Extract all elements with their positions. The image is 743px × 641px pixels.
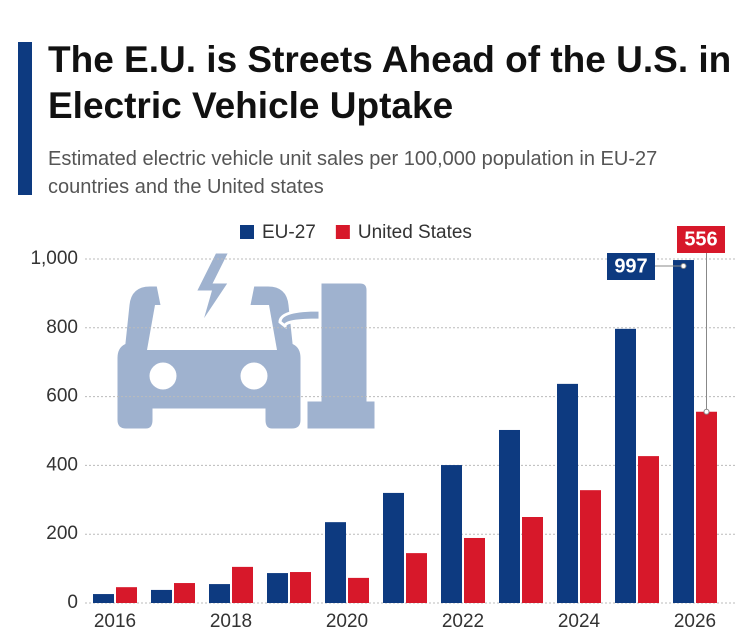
bar [580,490,601,603]
bar [232,566,253,603]
value-label: 997 [614,255,647,277]
value-label: 556 [684,228,717,250]
bar [209,584,230,603]
bar [499,429,520,603]
legend-swatch [240,225,254,239]
bar [116,587,137,603]
x-tick-label: 2018 [210,611,252,632]
x-tick-label: 2024 [558,611,601,632]
bar [522,517,543,603]
legend-label: EU-27 [262,222,316,243]
y-tick-label: 200 [46,523,78,544]
legend-label: United States [358,222,472,243]
bar [383,492,404,603]
bar [151,589,172,603]
bar [93,594,114,603]
bar [615,328,636,603]
x-tick-label: 2020 [326,611,368,632]
label-dot [680,263,687,270]
bar [174,583,195,603]
bar [441,465,462,603]
bar [696,411,717,603]
y-tick-label: 1,000 [30,248,78,269]
legend-swatch [335,225,350,239]
x-tick-label: 2022 [442,611,484,632]
bar [464,537,485,603]
y-tick-label: 800 [46,317,78,338]
bar [557,383,578,603]
bar [267,573,288,603]
bar [673,260,694,603]
y-tick-label: 400 [46,454,78,475]
bar [638,456,659,603]
y-tick-label: 600 [46,386,78,407]
bar [406,553,427,603]
value-label-box [677,226,725,253]
bar [348,577,369,603]
bar [325,522,346,603]
chart-title: The E.U. is Streets Ahead of the U.S. in… [48,39,731,126]
title-accent [18,42,32,195]
x-tick-label: 2016 [94,611,136,632]
chart-subtitle: Estimated electric vehicle unit sales pe… [48,148,657,198]
ev-icon [114,250,378,432]
label-dot [703,408,710,415]
bar [290,572,311,603]
x-tick-label: 2026 [674,611,716,632]
value-label-box [607,253,655,280]
y-tick-label: 0 [67,592,78,613]
